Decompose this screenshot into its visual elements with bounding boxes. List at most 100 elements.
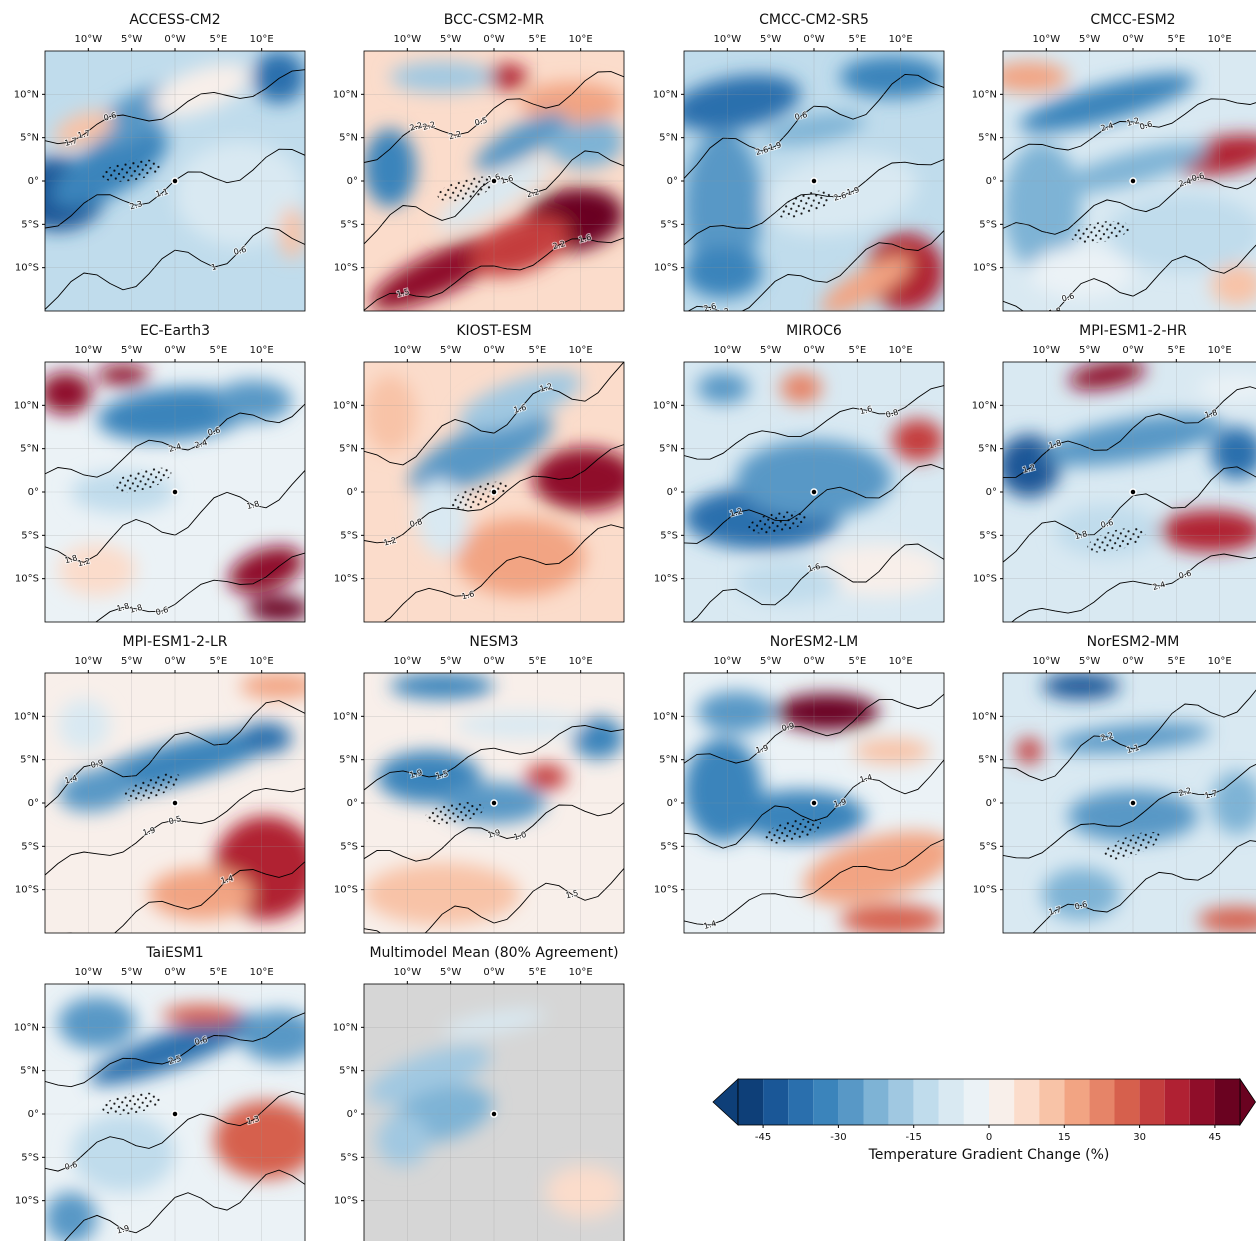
map-panel: MPI-ESM1-2-HR1.81.82.41.20.60.61.810°W5°… [972,323,1256,630]
x-tick-label: 5°W [760,656,781,667]
y-tick-label: 5°S [340,841,358,852]
field-patch [390,673,494,699]
y-tick-label: 5°S [979,530,997,541]
y-tick-label: 10°N [653,89,678,100]
y-tick-label: 5°S [21,219,39,230]
y-tick-label: 5°N [978,133,997,144]
x-tick-label: 5°W [440,656,461,667]
y-tick-label: 5°S [660,219,678,230]
y-tick-label: 5°N [20,444,39,455]
map-area: 1.61.21.61.20.8 [364,359,637,628]
x-tick-label: 5°W [1079,656,1100,667]
map-area: 2.22.21.71.11.70.6 [1003,673,1256,944]
field-patch [697,691,775,733]
x-tick-label: 10°W [75,345,103,356]
x-tick-label: 0°W [164,967,185,978]
map-panel: Multimodel Mean (80% Agreement)10°W5°W0°… [333,945,624,1241]
map-area: 2.42.41.81.20.60.60.6 [990,51,1256,319]
y-tick-label: 0° [28,176,39,187]
y-tick-label: 10°S [15,1196,39,1207]
colorbar-label: Temperature Gradient Change (%) [868,1147,1110,1163]
x-tick-label: 10°E [1208,34,1232,45]
x-tick-label: 10°E [250,656,274,667]
x-tick-label: 5°E [848,34,866,45]
field-patch [546,1166,624,1218]
field-patch [97,365,149,386]
colorbar-tick-label: 0 [986,1132,992,1143]
colorbar-box [1089,1079,1114,1125]
field-patch [58,997,136,1049]
site-marker [1130,489,1136,495]
field-patch [853,738,931,764]
y-tick-label: 10°S [334,574,358,585]
field-patch [71,1114,175,1192]
y-tick-label: 10°S [973,263,997,274]
y-tick-label: 0° [667,798,678,809]
x-tick-label: 10°E [250,967,274,978]
site-marker [172,178,178,184]
map-panel: CMCC-ESM22.42.41.81.20.60.60.610°W5°W0°W… [972,12,1256,319]
field-patch [390,61,494,92]
x-tick-label: 10°E [889,345,913,356]
y-tick-label: 10°S [334,1196,358,1207]
field-patch [1107,194,1256,272]
map-area: 1.91.91.40.91.4 [684,673,962,936]
site-marker [172,800,178,806]
x-tick-label: 5°W [121,656,142,667]
colorbar-box [738,1079,763,1125]
panel-title: TaiESM1 [145,945,203,961]
field-patch [1042,673,1120,699]
y-tick-label: 10°N [14,1022,39,1033]
y-tick-label: 10°S [654,574,678,585]
y-tick-label: 10°N [333,1022,358,1033]
x-tick-label: 5°W [121,34,142,45]
x-tick-label: 5°E [209,345,227,356]
y-tick-label: 10°S [973,885,997,896]
panel-title: NESM3 [469,634,518,650]
y-tick-label: 5°N [339,444,358,455]
x-tick-label: 0°W [483,656,504,667]
field-patch [149,868,253,920]
x-tick-label: 10°W [394,967,422,978]
colorbar-box [1215,1079,1240,1125]
colorbar-box [964,1079,989,1125]
x-tick-label: 10°W [75,656,103,667]
colorbar-box [914,1079,939,1125]
field-patch [1016,738,1042,764]
x-tick-label: 10°E [1208,656,1232,667]
map-area: 1.41.91.40.90.5 [45,673,318,944]
x-tick-label: 0°W [164,34,185,45]
y-tick-label: 10°S [15,885,39,896]
x-tick-label: 10°E [569,967,593,978]
map-panel: BCC-CSM2-MR2.21.62.22.21.61.62.22.21.50.… [333,12,629,324]
site-marker [172,489,178,495]
x-tick-label: 5°W [121,345,142,356]
x-tick-label: 5°E [209,34,227,45]
y-tick-label: 0° [347,487,358,498]
y-tick-label: 5°S [340,1152,358,1163]
x-tick-label: 10°W [714,34,742,45]
field-patch [364,863,520,925]
site-marker [811,178,817,184]
colorbar-box [838,1079,863,1125]
x-tick-label: 10°E [889,34,913,45]
y-tick-label: 5°S [979,219,997,230]
x-tick-label: 0°W [803,656,824,667]
y-tick-label: 10°N [14,400,39,411]
map-panel: KIOST-ESM1.61.21.61.20.810°W5°W0°W5°E10°… [333,323,637,628]
x-tick-label: 10°W [75,34,103,45]
y-tick-label: 10°N [653,400,678,411]
x-tick-label: 10°W [75,967,103,978]
colorbar-extend-high [1240,1079,1256,1125]
x-tick-label: 10°W [714,345,742,356]
field-patch [40,372,92,414]
x-tick-label: 0°W [803,345,824,356]
site-marker [811,489,817,495]
colorbar-box [889,1079,914,1125]
panel-title: Multimodel Mean (80% Agreement) [369,945,618,961]
x-tick-label: 10°W [394,656,422,667]
y-tick-label: 5°S [660,530,678,541]
x-tick-label: 5°E [528,345,546,356]
y-tick-label: 5°S [21,841,39,852]
panel-title: EC-Earth3 [140,323,210,339]
